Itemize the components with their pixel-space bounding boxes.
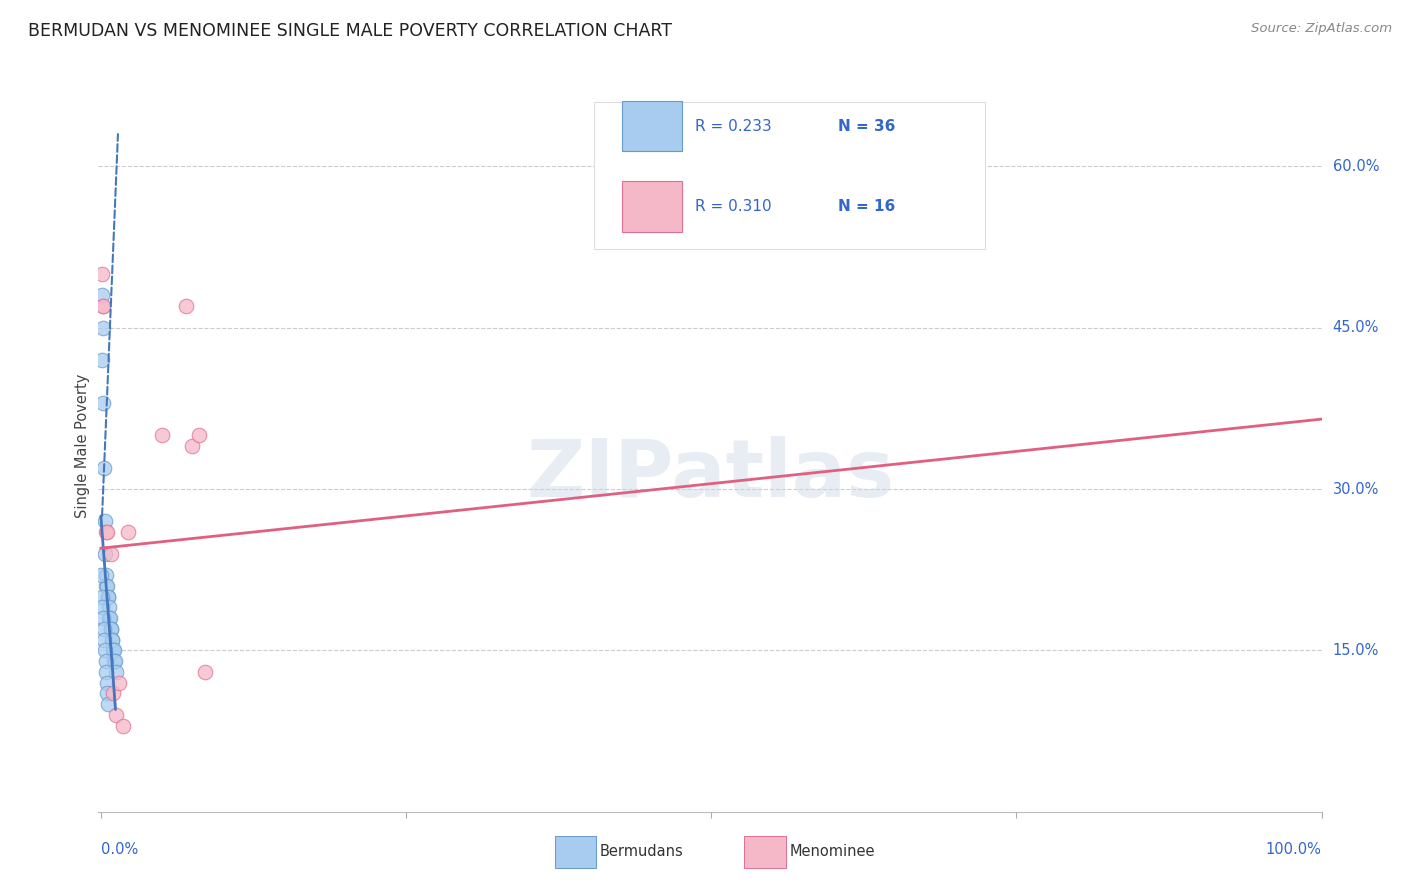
- Point: [97, 697, 120, 711]
- Text: 60.0%: 60.0%: [1333, 159, 1379, 174]
- FancyBboxPatch shape: [621, 181, 682, 232]
- Y-axis label: Single Male Poverty: Single Male Poverty: [75, 374, 90, 518]
- Point: [97, 600, 120, 615]
- Point: [108, 675, 131, 690]
- Point: [97, 590, 120, 604]
- Text: N = 36: N = 36: [838, 119, 896, 134]
- Point: [100, 622, 122, 636]
- Point: [93, 632, 115, 647]
- Point: [101, 632, 124, 647]
- Point: [103, 654, 125, 668]
- Point: [100, 622, 122, 636]
- Point: [96, 686, 118, 700]
- Point: [100, 547, 122, 561]
- FancyBboxPatch shape: [555, 836, 596, 868]
- Text: R = 0.310: R = 0.310: [696, 199, 772, 214]
- Point: [91, 267, 114, 281]
- Point: [91, 396, 114, 410]
- Point: [94, 568, 117, 582]
- Text: 15.0%: 15.0%: [1333, 643, 1379, 658]
- Text: Source: ZipAtlas.com: Source: ZipAtlas.com: [1251, 22, 1392, 36]
- Point: [150, 428, 173, 442]
- Point: [101, 632, 124, 647]
- Text: 100.0%: 100.0%: [1265, 842, 1322, 857]
- Point: [103, 643, 125, 657]
- Text: R = 0.233: R = 0.233: [696, 119, 772, 134]
- Point: [104, 665, 127, 679]
- Text: 0.0%: 0.0%: [101, 842, 138, 857]
- Point: [94, 643, 117, 657]
- Point: [91, 353, 114, 368]
- Point: [90, 568, 112, 582]
- Point: [91, 299, 114, 313]
- Point: [93, 622, 115, 636]
- Text: 30.0%: 30.0%: [1333, 482, 1379, 497]
- Point: [90, 590, 112, 604]
- Point: [111, 719, 134, 733]
- Text: 45.0%: 45.0%: [1333, 320, 1379, 335]
- Point: [91, 288, 114, 302]
- Point: [97, 590, 120, 604]
- Text: ZIPatlas: ZIPatlas: [526, 436, 894, 515]
- Point: [91, 320, 114, 334]
- FancyBboxPatch shape: [744, 836, 786, 868]
- FancyBboxPatch shape: [593, 103, 986, 249]
- Point: [98, 611, 121, 625]
- Text: BERMUDAN VS MENOMINEE SINGLE MALE POVERTY CORRELATION CHART: BERMUDAN VS MENOMINEE SINGLE MALE POVERT…: [28, 22, 672, 40]
- Point: [181, 439, 204, 453]
- Point: [104, 654, 127, 668]
- Point: [94, 524, 117, 539]
- Point: [91, 299, 114, 313]
- Point: [187, 428, 209, 442]
- Point: [101, 643, 124, 657]
- Point: [91, 611, 114, 625]
- Point: [98, 611, 121, 625]
- Point: [96, 579, 118, 593]
- Point: [93, 514, 115, 528]
- Point: [91, 600, 114, 615]
- Point: [94, 654, 117, 668]
- Point: [101, 686, 124, 700]
- FancyBboxPatch shape: [621, 101, 682, 152]
- Text: Bermudans: Bermudans: [600, 845, 683, 860]
- Point: [117, 524, 139, 539]
- Text: Menominee: Menominee: [790, 845, 875, 860]
- Point: [194, 665, 217, 679]
- Point: [96, 524, 118, 539]
- Point: [94, 547, 117, 561]
- Point: [104, 707, 127, 722]
- Point: [93, 460, 115, 475]
- Point: [96, 675, 118, 690]
- Point: [94, 665, 117, 679]
- Point: [96, 579, 118, 593]
- Text: N = 16: N = 16: [838, 199, 896, 214]
- Point: [176, 299, 198, 313]
